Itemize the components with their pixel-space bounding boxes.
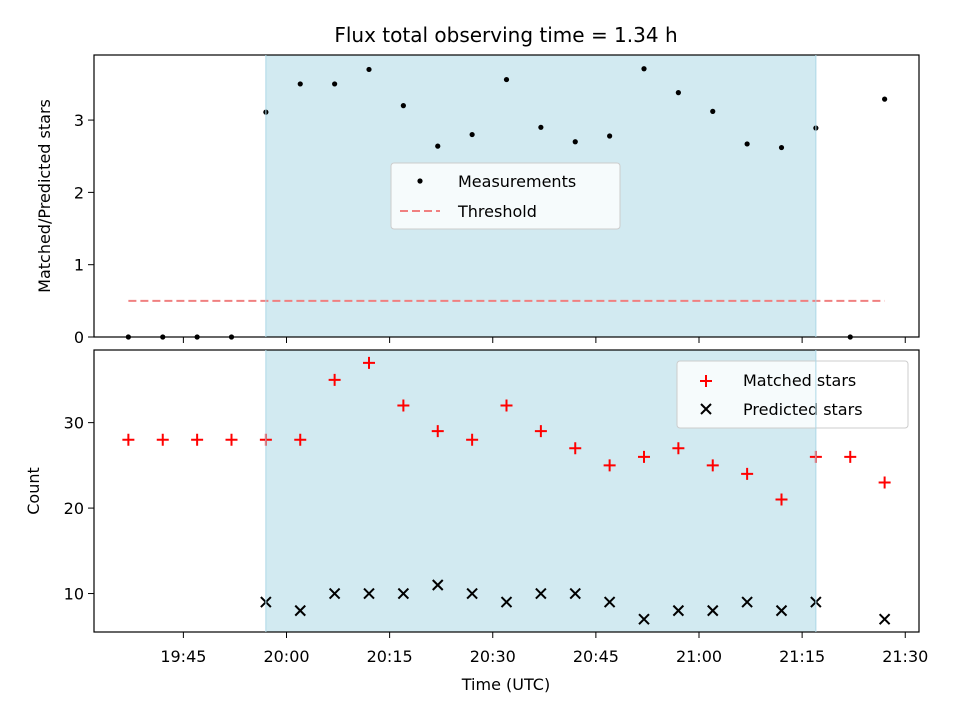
- predicted-star-point: [741, 596, 753, 608]
- matched-star-point: [741, 467, 754, 480]
- legend-measurements-label: Measurements: [458, 172, 576, 191]
- x-tick-label: 20:30: [470, 647, 516, 666]
- matched-star-point: [328, 373, 341, 386]
- legend-measurements-marker: [417, 178, 423, 184]
- y-tick-label: 30: [64, 414, 84, 433]
- matched-star-point: [878, 476, 891, 489]
- measurement-point: [332, 81, 338, 87]
- predicted-star-point: [397, 587, 410, 600]
- bottom-legend: Matched stars Predicted stars: [676, 360, 909, 429]
- top-axes-frame: [93, 54, 920, 338]
- measurement-point: [435, 143, 441, 149]
- y-tick-label: 3: [74, 111, 84, 130]
- measurement-point: [675, 90, 681, 96]
- top-legend-box: [390, 162, 621, 230]
- predicted-star-point: [432, 579, 444, 591]
- legend-predicted-label: Predicted stars: [743, 400, 863, 419]
- predicted-star-point: [363, 587, 375, 600]
- legend-matched-label: Matched stars: [743, 371, 856, 390]
- predicted-star-point: [775, 604, 788, 617]
- measurement-point: [572, 139, 578, 145]
- x-tick-label: 20:00: [263, 647, 309, 666]
- x-tick-label: 20:45: [573, 647, 619, 666]
- predicted-star-point: [569, 587, 581, 600]
- measurement-point: [366, 66, 372, 73]
- matched-star-point: [363, 356, 375, 369]
- legend-predicted-marker: [700, 403, 712, 415]
- bottom-legend-box: [676, 360, 909, 429]
- measurement-point: [744, 141, 750, 147]
- predicted-star-point: [500, 596, 513, 608]
- measurement-point: [400, 103, 406, 109]
- matched-star-point: [122, 433, 135, 446]
- predicted-star-point: [466, 587, 478, 600]
- matched-star-point: [466, 433, 479, 446]
- top-legend: Measurements Threshold: [390, 162, 621, 230]
- predicted-star-point: [638, 613, 650, 625]
- measurement-point: [503, 76, 510, 83]
- matched-star-point: [156, 433, 169, 446]
- measurement-point: [778, 144, 785, 151]
- matched-star-point: [500, 399, 513, 412]
- measurement-point: [297, 81, 303, 87]
- legend-matched-marker: [700, 375, 712, 387]
- chart-title: Flux total observing time = 1.34 h: [334, 23, 677, 47]
- y-tick-label: 0: [74, 328, 84, 347]
- star-count-panel: 10 20 30 19:45 20:00 20:15 20:30 20:45 21:00 21:…: [24, 349, 928, 694]
- bottom-axes-frame: [93, 349, 920, 633]
- matched-star-point: [603, 459, 616, 472]
- measurement-point: [469, 131, 475, 138]
- x-axis-label: Time (UTC): [461, 675, 550, 694]
- predicted-star-point: [878, 613, 891, 625]
- predicted-star-point: [672, 604, 685, 617]
- measurement-point: [641, 66, 647, 72]
- matched-star-point: [397, 399, 410, 412]
- measurement-point: [538, 124, 544, 130]
- matched-star-point: [534, 425, 547, 438]
- y-tick-label: 10: [64, 585, 84, 604]
- matched-star-point: [638, 450, 650, 463]
- measurement-point: [710, 108, 716, 114]
- measurement-point: [607, 133, 613, 139]
- y-tick-label: 2: [74, 183, 84, 202]
- x-tick-label: 19:45: [160, 647, 206, 666]
- y-tick-label: 1: [74, 256, 84, 275]
- legend-threshold-label: Threshold: [457, 202, 537, 221]
- y-tick-label: 20: [64, 499, 84, 518]
- x-tick-label: 21:30: [882, 647, 928, 666]
- matched-star-point: [431, 425, 444, 438]
- flux-ratio-panel: 0 1 2 3 Matched/Predicted stars Measurement…: [35, 54, 920, 347]
- predicted-star-point: [603, 596, 616, 608]
- matched-star-point: [225, 433, 238, 446]
- x-tick-label: 21:15: [779, 647, 825, 666]
- matched-star-point: [569, 442, 582, 455]
- predicted-star-point: [707, 604, 719, 617]
- matched-star-point: [191, 433, 204, 446]
- bottom-y-axis-label: Count: [24, 467, 43, 515]
- predicted-star-point: [328, 587, 341, 600]
- matched-star-point: [706, 459, 719, 472]
- matched-star-point: [672, 442, 685, 455]
- x-tick-label: 20:15: [367, 647, 413, 666]
- matched-star-point: [294, 433, 307, 446]
- x-tick-label: 21:00: [676, 647, 722, 666]
- matched-star-point: [775, 493, 788, 506]
- matched-star-point: [844, 450, 857, 463]
- measurement-point: [882, 96, 888, 102]
- top-y-axis-label: Matched/Predicted stars: [35, 99, 54, 293]
- predicted-star-point: [535, 587, 547, 600]
- predicted-star-point: [294, 604, 306, 617]
